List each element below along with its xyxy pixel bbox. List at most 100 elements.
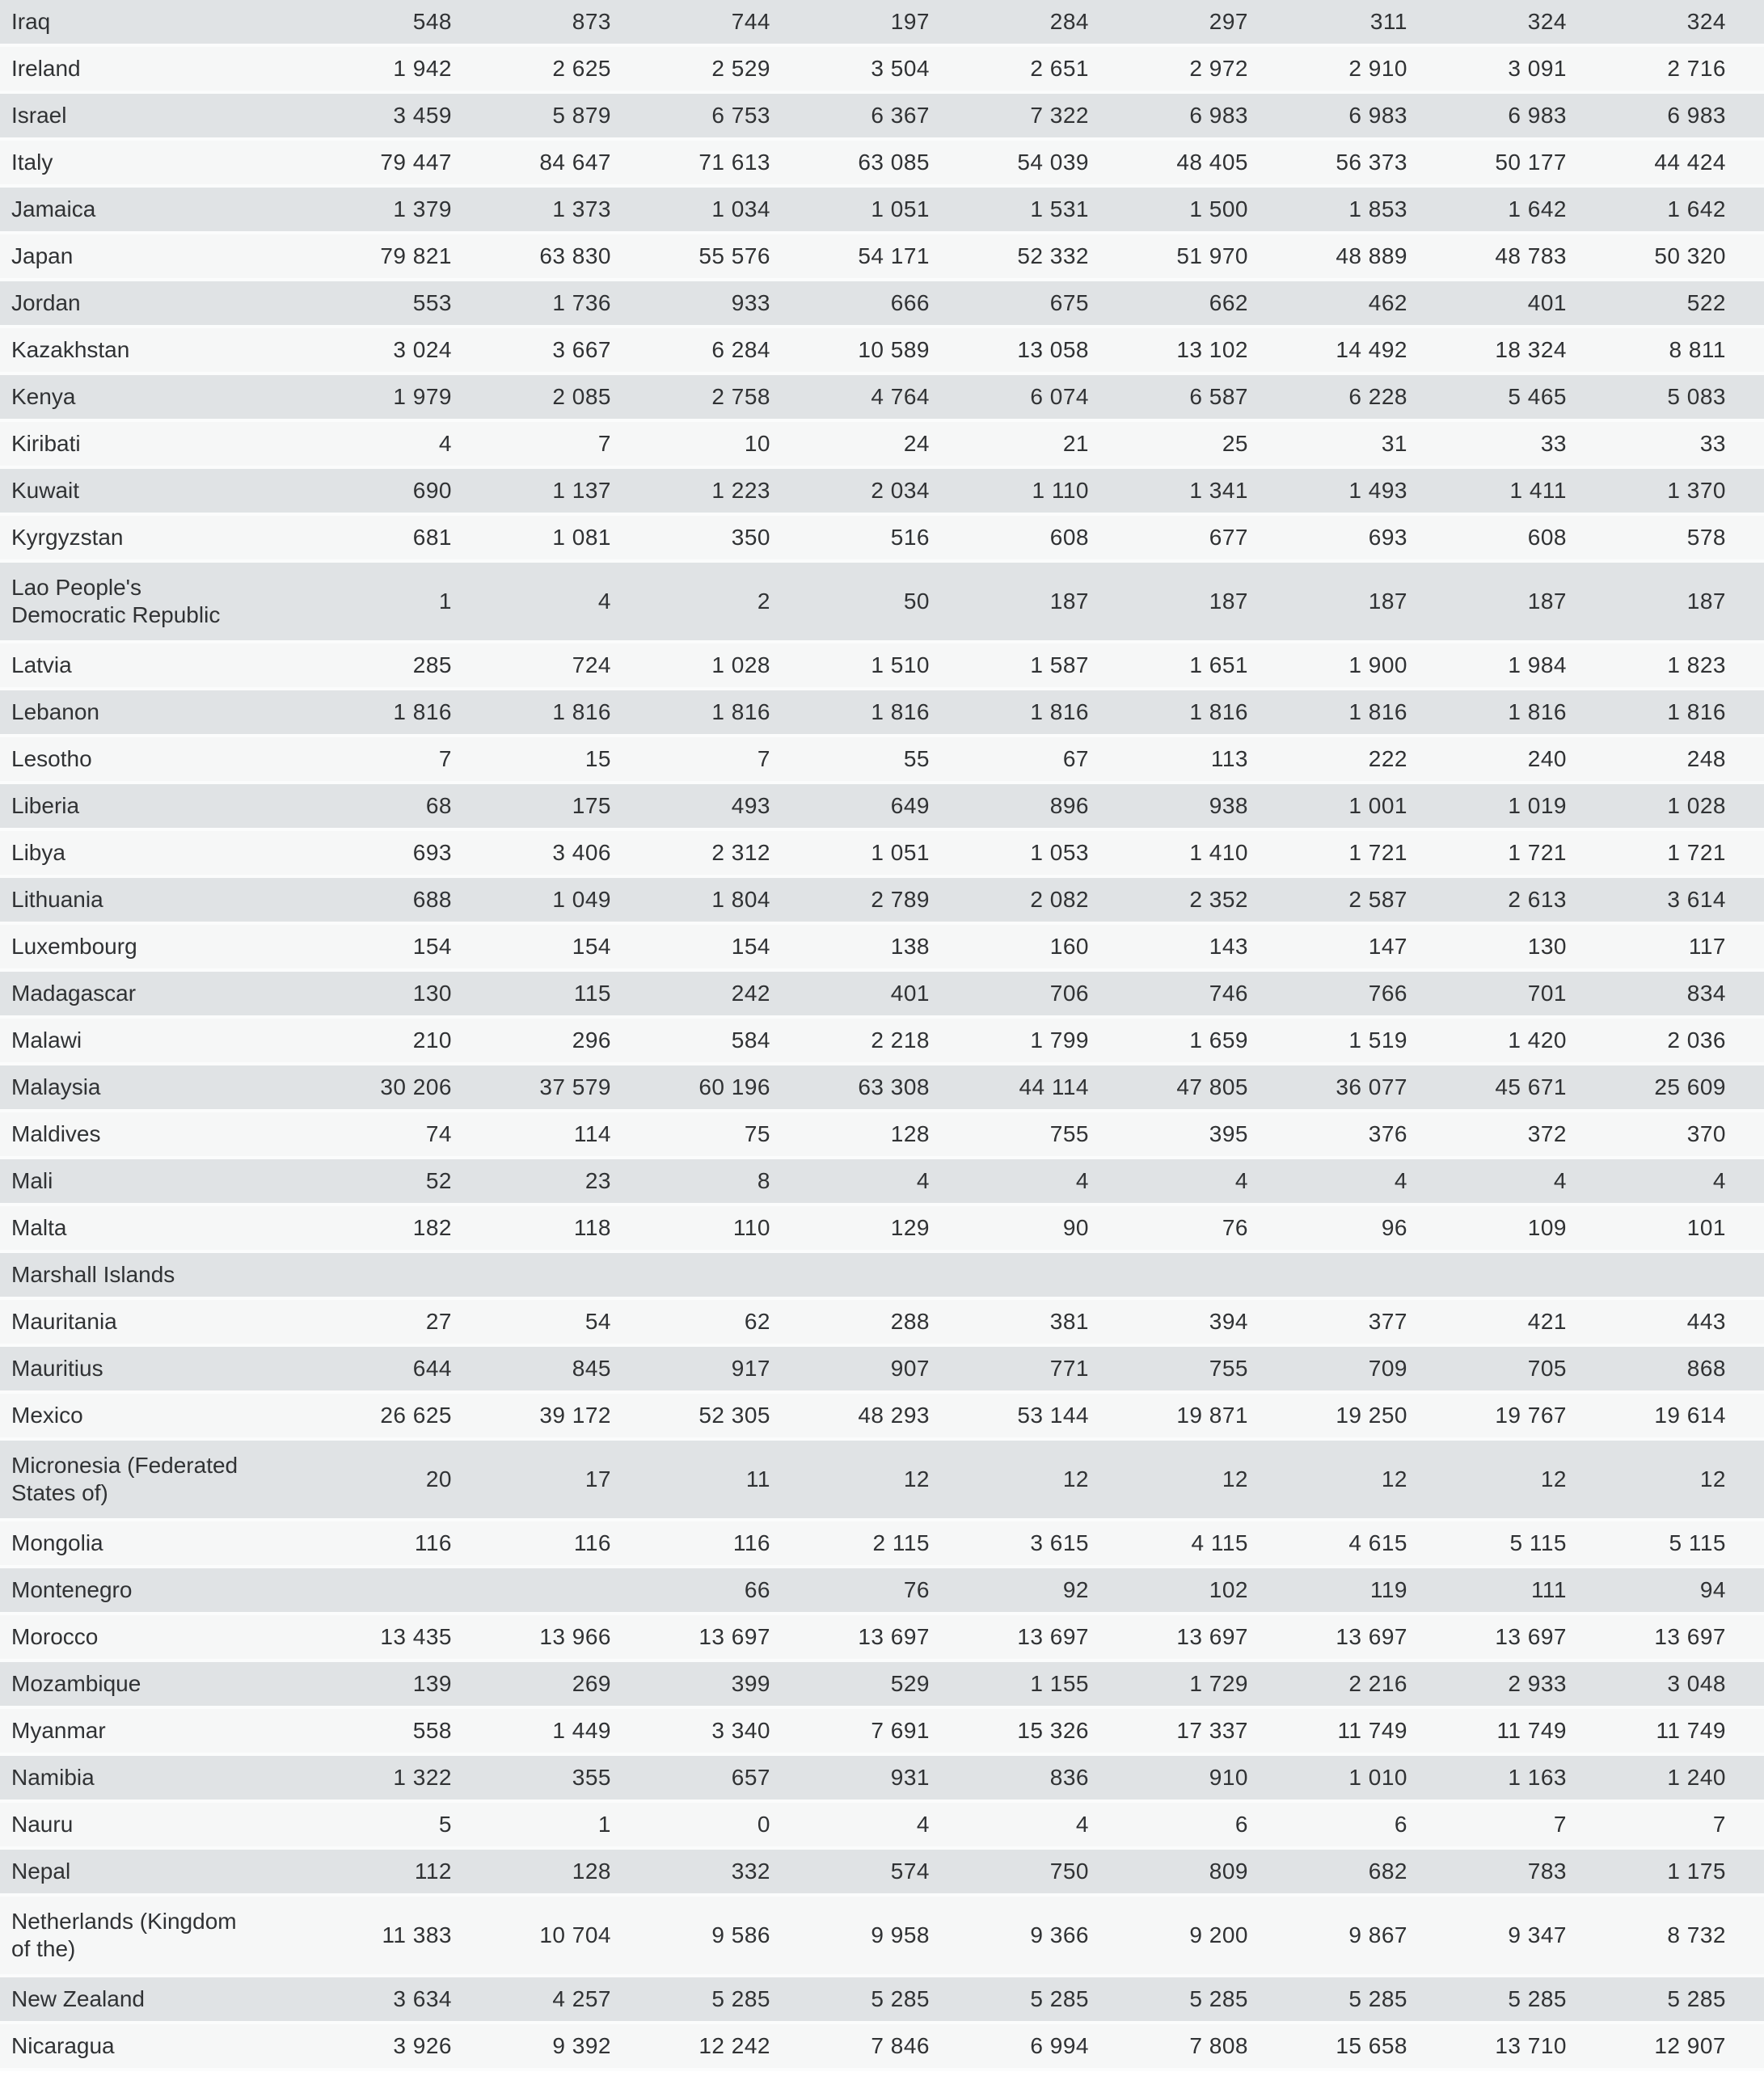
value-cell: 187 (1089, 563, 1248, 643)
value-cell: 1 816 (452, 690, 611, 737)
value-cell: 3 340 (611, 1709, 770, 1756)
value-cell: 44 114 (930, 1065, 1089, 1112)
value-cell: 1 736 (452, 281, 611, 328)
value-cell: 1 019 (1407, 784, 1567, 831)
value-cell: 31 (1248, 422, 1407, 469)
value-cell: 12 907 (1567, 2024, 1764, 2071)
value-cell: 6 983 (1248, 94, 1407, 141)
value-cell: 11 749 (1407, 1709, 1567, 1756)
value-cell: 324 (1407, 0, 1567, 47)
value-cell: 2 216 (1248, 1662, 1407, 1709)
value-cell: 50 177 (1407, 141, 1567, 188)
value-cell: 744 (611, 0, 770, 47)
value-cell: 210 (293, 1019, 452, 1065)
country-name-cell: Liberia (0, 784, 293, 831)
value-cell: 1 500 (1089, 188, 1248, 234)
value-cell: 76 (1089, 1206, 1248, 1253)
table-row: Jamaica 1 379 1 373 1 034 1 051 1 531 1 500 1 8… (0, 188, 1764, 234)
table-row: Nauru 5 1 0 4 4 6 6 7 7 (0, 1803, 1764, 1850)
value-cell: 1 642 (1567, 188, 1764, 234)
value-cell: 1 051 (770, 188, 930, 234)
value-cell (1567, 1253, 1764, 1300)
value-cell: 45 671 (1407, 1065, 1567, 1112)
value-cell: 20 (293, 1441, 452, 1521)
value-cell (1407, 1253, 1567, 1300)
value-cell: 4 (1089, 1159, 1248, 1206)
value-cell: 5 285 (1089, 1977, 1248, 2024)
value-cell: 114 (452, 1112, 611, 1159)
value-cell: 1 816 (930, 690, 1089, 737)
value-cell: 13 102 (1089, 328, 1248, 375)
country-name-cell: Mali (0, 1159, 293, 1206)
table-row: Israel 3 459 5 879 6 753 6 367 7 322 6 983 6 98… (0, 94, 1764, 141)
value-cell: 401 (1407, 281, 1567, 328)
value-cell: 284 (930, 0, 1089, 47)
table-row: Italy 79 447 84 647 71 613 63 085 54 039 48 40… (0, 141, 1764, 188)
value-cell: 116 (293, 1521, 452, 1568)
value-cell: 5 465 (1407, 375, 1567, 422)
value-cell: 834 (1567, 972, 1764, 1019)
country-name-cell: Madagascar (0, 972, 293, 1019)
country-name-cell: Maldives (0, 1112, 293, 1159)
value-cell: 13 697 (1089, 1615, 1248, 1662)
country-name-cell: Japan (0, 234, 293, 281)
value-cell: 3 459 (293, 94, 452, 141)
value-cell: 187 (1248, 563, 1407, 643)
country-name-cell: Kenya (0, 375, 293, 422)
value-cell: 529 (770, 1662, 930, 1709)
value-cell: 688 (293, 878, 452, 925)
value-cell: 324 (1567, 0, 1764, 47)
value-cell: 23 (452, 1159, 611, 1206)
value-cell: 154 (293, 925, 452, 972)
value-cell: 755 (1089, 1347, 1248, 1394)
value-cell: 724 (452, 643, 611, 690)
value-cell: 76 (770, 1568, 930, 1615)
value-cell: 809 (1089, 1850, 1248, 1897)
value-cell: 1 942 (293, 47, 452, 94)
value-cell: 1 155 (930, 1662, 1089, 1709)
value-cell: 608 (930, 516, 1089, 563)
value-cell: 24 (770, 422, 930, 469)
table-row: Luxembourg 154 154 154 138 160 143 147 130 117 (0, 925, 1764, 972)
value-cell: 1 587 (930, 643, 1089, 690)
value-cell: 3 667 (452, 328, 611, 375)
value-cell: 9 586 (611, 1897, 770, 1977)
country-name-cell: Morocco (0, 1615, 293, 1662)
value-cell: 1 (293, 563, 452, 643)
value-cell: 2 933 (1407, 1662, 1567, 1709)
table-row: Mauritius 644 845 917 907 771 755 709 705 868 (0, 1347, 1764, 1394)
value-cell: 7 691 (770, 1709, 930, 1756)
value-cell: 297 (1089, 0, 1248, 47)
value-cell: 116 (452, 1521, 611, 1568)
value-cell: 138 (770, 925, 930, 972)
value-cell (452, 1253, 611, 1300)
value-cell: 682 (1248, 1850, 1407, 1897)
value-cell: 13 697 (930, 1615, 1089, 1662)
value-cell: 60 196 (611, 1065, 770, 1112)
country-name-cell: Libya (0, 831, 293, 878)
value-cell: 1 034 (611, 188, 770, 234)
value-cell: 10 589 (770, 328, 930, 375)
value-cell: 1 110 (930, 469, 1089, 516)
value-cell: 13 710 (1407, 2024, 1567, 2071)
country-name-cell: Ireland (0, 47, 293, 94)
value-cell: 11 (611, 1441, 770, 1521)
value-cell: 71 613 (611, 141, 770, 188)
table-row: Kazakhstan 3 024 3 667 6 284 10 589 13 058 13 … (0, 328, 1764, 375)
value-cell: 14 492 (1248, 328, 1407, 375)
value-cell: 370 (1567, 1112, 1764, 1159)
value-cell: 5 285 (930, 1977, 1089, 2024)
value-cell: 0 (611, 1803, 770, 1850)
value-cell: 1 510 (770, 643, 930, 690)
value-cell: 119 (1248, 1568, 1407, 1615)
value-cell: 933 (611, 281, 770, 328)
value-cell: 657 (611, 1756, 770, 1803)
value-cell: 54 171 (770, 234, 930, 281)
value-cell: 1 175 (1567, 1850, 1764, 1897)
value-cell: 6 753 (611, 94, 770, 141)
value-cell: 1 816 (1089, 690, 1248, 737)
value-cell: 1 049 (452, 878, 611, 925)
value-cell: 1 804 (611, 878, 770, 925)
value-cell: 7 (293, 737, 452, 784)
value-cell: 4 (1567, 1159, 1764, 1206)
